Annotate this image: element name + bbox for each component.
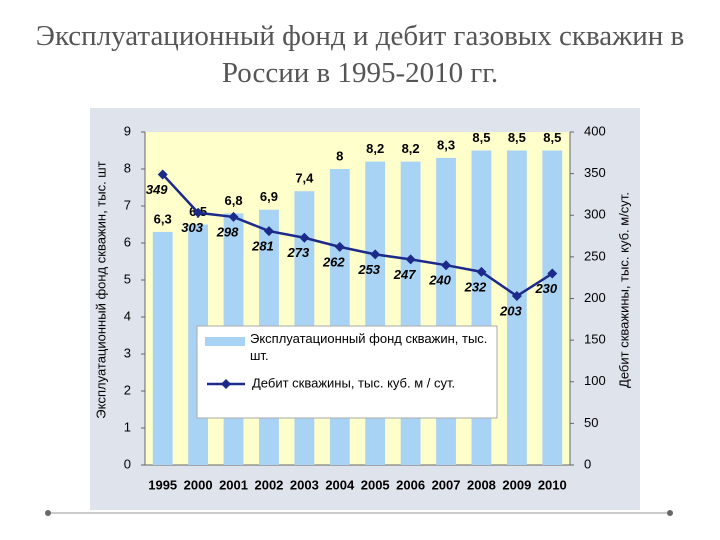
bar-value-label: 6,8 — [225, 193, 243, 208]
x-tick-label: 2005 — [361, 477, 390, 492]
line-value-label: 262 — [322, 254, 345, 269]
legend-text-box: Эксплуатационный фонд скважин, тыс. шт. — [250, 331, 488, 363]
x-tick-label: 2002 — [254, 477, 283, 492]
bar — [365, 161, 386, 465]
y2-tick-label: 200 — [584, 290, 606, 305]
line-marker — [334, 241, 345, 252]
bar-value-label: 8,3 — [437, 137, 455, 152]
line-marker — [370, 249, 381, 260]
bar-value-label: 8 — [336, 148, 343, 163]
line-marker — [405, 254, 416, 265]
x-tick-label: 2010 — [538, 477, 567, 492]
y2-tick-label: 150 — [584, 332, 606, 347]
dot — [667, 510, 673, 516]
line — [161, 173, 553, 298]
y-tick-label: 0 — [124, 456, 131, 471]
line-value-label: 232 — [464, 279, 487, 294]
x-tick-label: 2001 — [219, 477, 248, 492]
bar-value-label: 8,5 — [472, 130, 490, 145]
y-tick-label: 3 — [124, 345, 131, 360]
line-marker — [299, 232, 310, 243]
line-value-label: 298 — [216, 224, 239, 239]
y2-tick-label: 350 — [584, 165, 606, 180]
y-tick-label: 6 — [124, 234, 131, 249]
bar-value-label: 6,3 — [154, 211, 172, 226]
y2-tick-label: 300 — [584, 207, 606, 222]
legend-box — [196, 325, 498, 419]
y-tick-label: 1 — [124, 419, 131, 434]
bar — [152, 231, 173, 465]
y-tick-label: 7 — [124, 197, 131, 212]
x-tick-label: 2004 — [325, 477, 355, 492]
bar — [542, 150, 563, 465]
y2-tick-label: 50 — [584, 415, 598, 430]
line-value-label: 240 — [428, 273, 451, 288]
x-tick-label: 2000 — [184, 477, 213, 492]
y-tick-label: 9 — [124, 123, 131, 138]
line-marker — [263, 226, 274, 237]
bar — [506, 150, 527, 465]
bar — [436, 157, 456, 465]
bar-value-label: 8,5 — [543, 130, 561, 145]
line-value-label: 273 — [287, 245, 310, 260]
y-tick-label: 2 — [124, 382, 131, 397]
dot — [45, 510, 51, 516]
line-value-label: 253 — [357, 262, 380, 277]
x-tick-label: 1995 — [148, 477, 177, 492]
y2-axis-label: Дебит скважины, тыс. куб. м/сут. — [616, 192, 631, 388]
legend-label: Эксплуатационный фонд скважин, тыс. шт. — [250, 331, 488, 363]
bar-value-label: 8,2 — [402, 141, 420, 156]
bar-value-label: 7,4 — [295, 171, 314, 186]
line-marker — [193, 207, 204, 218]
legend-marker — [221, 379, 231, 389]
line-value-label: 247 — [393, 267, 416, 282]
y-tick-label: 8 — [124, 160, 131, 175]
bar — [400, 161, 421, 465]
y-axis-label: Эксплуатационный фонд скважин, тыс. шт — [93, 161, 108, 418]
bar-value-label: 8,2 — [366, 141, 384, 156]
bar-value-label: 8,5 — [508, 130, 526, 145]
line-marker — [228, 211, 239, 222]
y-tick-label: 4 — [124, 308, 131, 323]
legend-swatch — [205, 337, 245, 346]
slide-title: Эксплуатационный фонд и дебит газовых ск… — [35, 20, 685, 89]
x-tick-label: 2003 — [290, 477, 319, 492]
x-tick-label: 2006 — [396, 477, 425, 492]
x-tick-label: 2009 — [502, 477, 531, 492]
line-marker — [441, 260, 452, 271]
line-value-label: 230 — [534, 281, 557, 296]
y2-tick-label: 250 — [584, 248, 606, 263]
bar — [329, 169, 350, 465]
x-tick-label: 2007 — [432, 477, 461, 492]
y2-tick-label: 100 — [584, 373, 606, 388]
line-marker — [511, 291, 522, 302]
line-value-label: 349 — [146, 182, 168, 197]
legend-label: Дебит скважины, тыс. куб. м / сут. — [252, 375, 455, 390]
x-tick-label: 2008 — [467, 477, 496, 492]
y-tick-label: 5 — [124, 271, 131, 286]
line-marker — [476, 266, 487, 277]
line-value-label: 303 — [181, 220, 203, 235]
line-marker — [157, 169, 168, 180]
line-value-label: 281 — [251, 239, 274, 254]
y2-tick-label: 400 — [584, 123, 606, 138]
bar-value-label: 6,9 — [260, 189, 278, 204]
line-marker — [547, 268, 558, 279]
line-value-label: 203 — [499, 303, 522, 318]
y2-tick-label: 0 — [584, 456, 591, 471]
